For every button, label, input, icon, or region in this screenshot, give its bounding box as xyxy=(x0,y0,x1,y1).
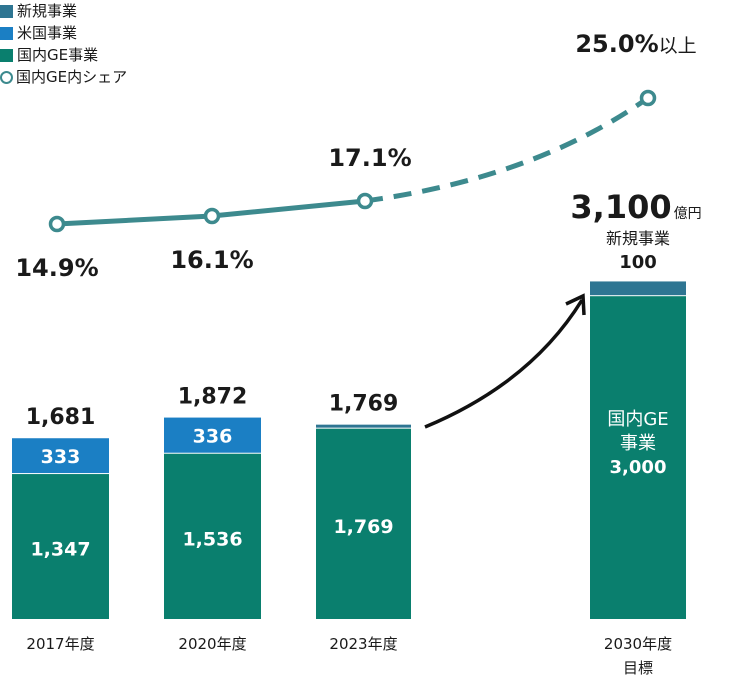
share-point-0 xyxy=(48,215,66,233)
share-label-1: 16.1% xyxy=(170,246,253,274)
bar-domestic-ge-0 xyxy=(12,474,109,619)
bar-domestic-ge-1 xyxy=(164,453,261,619)
legend-item-us: 米国事業 xyxy=(0,22,127,44)
bars-layer xyxy=(12,281,686,619)
growth-arrow xyxy=(424,293,586,429)
bar-label-ge-2: 1,769 xyxy=(333,516,393,538)
share-point-1 xyxy=(203,207,221,225)
share-point-2 xyxy=(356,192,374,210)
bar-label-ge-1: 1,536 xyxy=(182,528,242,550)
share-label-suffix: 以上 xyxy=(659,35,697,57)
bar-us-0 xyxy=(12,438,109,474)
legend-label-us: 米国事業 xyxy=(17,24,78,42)
share-point-3 xyxy=(639,89,657,107)
share-label-3: 25.0%以上 xyxy=(575,30,696,58)
arrow-head xyxy=(565,293,586,316)
legend-label-new: 新規事業 xyxy=(17,2,78,20)
bar-domestic-ge-3 xyxy=(590,296,686,619)
legend-swatch-us xyxy=(0,26,13,40)
legend: 新規事業 米国事業 国内GE事業 国内GE内シェア xyxy=(0,0,127,88)
bar-label-ge-3-1: 事業 xyxy=(620,433,656,454)
category-label-3-0: 2030年度 xyxy=(604,635,672,653)
bar-label-ge-3-0: 国内GE xyxy=(607,409,668,430)
total-label-0: 1,681 xyxy=(26,405,96,430)
category-label-2-0: 2023年度 xyxy=(329,635,397,653)
total-label-3: 3,100 億円 xyxy=(570,188,701,226)
legend-item-ge: 国内GE事業 xyxy=(0,44,127,66)
legend-swatch-new xyxy=(0,4,13,18)
legend-item-share: 国内GE内シェア xyxy=(0,66,127,88)
bar-stripe-2023 xyxy=(316,424,411,428)
bar-label-us-0: 333 xyxy=(41,446,81,468)
legend-marker-share xyxy=(0,70,13,84)
arrow-shaft xyxy=(424,299,584,429)
share-label-2: 17.1% xyxy=(328,144,411,172)
bar-label-us-1: 336 xyxy=(193,426,233,448)
category-label-3-1: 目標 xyxy=(623,659,653,677)
bar-domestic-ge-2 xyxy=(316,428,411,619)
bar-label-ge-3-2: 3,000 xyxy=(610,457,667,478)
share-line-layer xyxy=(48,89,657,233)
bar-us-1 xyxy=(164,417,261,453)
labels-layer: 333 1,347 1,681 2017年度 336 1,536 1,872 2020年度 1,… xyxy=(15,30,701,677)
share-line-projection xyxy=(364,95,650,204)
legend-label-share: 国内GE内シェア xyxy=(16,68,128,86)
target-new-value: 100 xyxy=(619,252,657,273)
legend-item-new: 新規事業 xyxy=(0,0,127,22)
legend-label-ge: 国内GE事業 xyxy=(17,46,99,64)
bar-label-ge-0: 1,347 xyxy=(30,539,90,561)
share-label-0: 14.9% xyxy=(15,254,98,282)
total-label-1: 1,872 xyxy=(178,385,248,410)
category-label-0-0: 2017年度 xyxy=(26,635,94,653)
bar-new-3 xyxy=(590,281,686,296)
target-new-label: 新規事業 xyxy=(606,229,670,248)
category-label-1-0: 2020年度 xyxy=(178,635,246,653)
total-label-2: 1,769 xyxy=(329,392,399,417)
total-unit: 億円 xyxy=(674,206,702,222)
legend-swatch-ge xyxy=(0,48,13,62)
